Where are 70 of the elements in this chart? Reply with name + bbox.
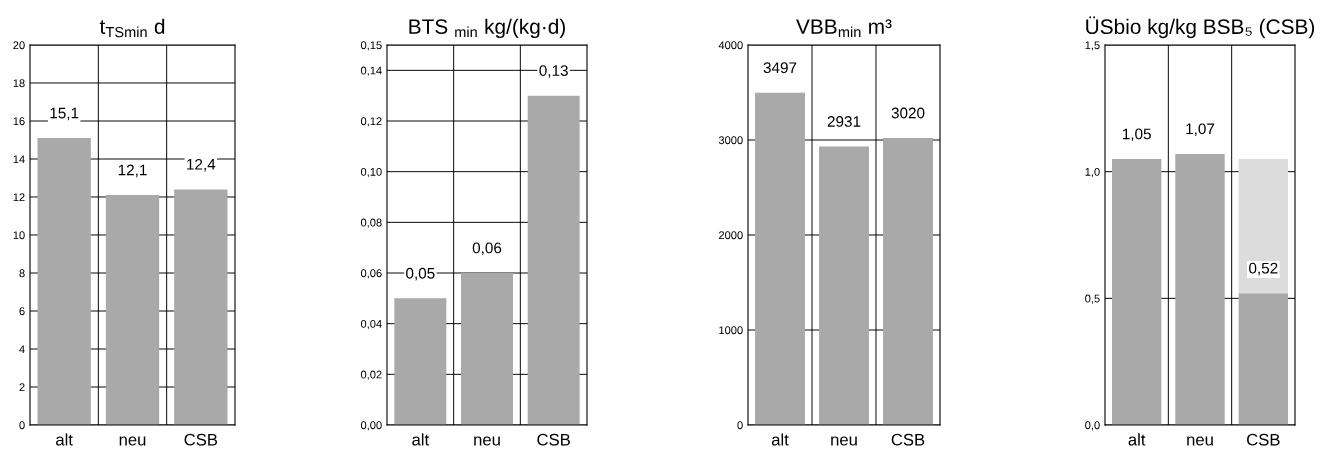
bar xyxy=(527,95,580,425)
y-tick-label: 0,10 xyxy=(360,167,382,178)
x-tick-label: neu xyxy=(474,436,500,446)
x-tick-label: alt xyxy=(771,433,789,446)
chart-title: t$_{TSmin}$ d xyxy=(99,18,165,38)
y-tick-label: 1000 xyxy=(719,326,743,335)
data-label: 0,06 xyxy=(472,242,502,256)
data-label: 15,1 xyxy=(50,107,79,121)
bar xyxy=(461,273,513,425)
chart-title: VBB$_{min}$ m³ xyxy=(796,19,892,38)
x-tick-label: CSB xyxy=(184,433,218,446)
x-tick-label: neu xyxy=(1187,436,1213,446)
x-tick-label: neu xyxy=(119,436,146,446)
x-tick-label: CSB xyxy=(1247,433,1280,446)
y-tick-label: 16 xyxy=(13,117,25,126)
bar xyxy=(394,298,447,425)
y-tick-label: 0,00 xyxy=(360,421,382,431)
data-label: 3020 xyxy=(891,107,925,119)
bar xyxy=(755,92,805,425)
x-tick-label: neu xyxy=(831,436,857,446)
data-label: 0,52 xyxy=(1249,262,1278,276)
y-tick-label: 6 xyxy=(19,307,25,316)
y-tick-label: 4000 xyxy=(718,41,743,50)
y-tick-label: 0,08 xyxy=(360,218,382,228)
y-tick-label: 20 xyxy=(13,41,25,50)
data-label: 1,05 xyxy=(1122,128,1151,142)
y-tick-label: 2000 xyxy=(718,231,743,240)
bar xyxy=(174,189,228,425)
y-tick-label: 0,15 xyxy=(360,41,382,51)
y-tick-label: 10 xyxy=(13,231,25,240)
data-label: 0,05 xyxy=(406,267,435,281)
chart-title: ÜSbio kg/kg BSB₅ (CSB) xyxy=(1086,16,1315,39)
data-label: 1,07 xyxy=(1186,123,1215,137)
bar xyxy=(1175,153,1225,425)
bar xyxy=(1238,293,1289,425)
bar xyxy=(1111,159,1162,425)
y-tick-label: 0,5 xyxy=(1085,294,1100,304)
y-tick-label: 4 xyxy=(19,345,25,354)
y-tick-label: 0,04 xyxy=(360,319,382,330)
bar xyxy=(105,195,160,425)
y-tick-label: 0,12 xyxy=(360,117,382,127)
y-tick-label: 3000 xyxy=(718,136,743,145)
y-tick-label: 2 xyxy=(19,383,25,392)
data-label: 2931 xyxy=(827,116,861,127)
x-tick-label: alt xyxy=(412,433,430,446)
y-tick-label: 0,06 xyxy=(360,269,382,279)
y-tick-label: 0,14 xyxy=(360,66,382,76)
x-tick-label: alt xyxy=(1128,433,1146,446)
y-tick-label: 0,02 xyxy=(360,370,382,380)
bar xyxy=(37,138,91,425)
data-label: 0,13 xyxy=(539,65,568,78)
data-label: 3497 xyxy=(763,62,797,74)
y-tick-label: 12 xyxy=(13,193,25,202)
y-tick-label: 1,5 xyxy=(1085,41,1100,51)
y-tick-label: 0 xyxy=(737,421,743,430)
chart-title: BTS $_{min}$ kg/(kg·d) xyxy=(409,18,565,39)
bar xyxy=(819,146,869,425)
y-tick-label: 0,0 xyxy=(1085,421,1100,431)
x-tick-label: CSB xyxy=(537,433,570,446)
data-label: 12,1 xyxy=(118,164,147,178)
y-tick-label: 1,0 xyxy=(1085,167,1100,178)
y-tick-label: 0 xyxy=(19,421,25,430)
bar xyxy=(883,138,933,425)
x-tick-label: alt xyxy=(56,433,73,446)
bar xyxy=(1238,159,1289,294)
y-tick-label: 8 xyxy=(19,269,25,278)
y-tick-label: 14 xyxy=(13,155,25,164)
y-tick-label: 18 xyxy=(13,79,25,88)
x-tick-label: CSB xyxy=(891,433,925,446)
data-label: 12,4 xyxy=(187,158,216,172)
